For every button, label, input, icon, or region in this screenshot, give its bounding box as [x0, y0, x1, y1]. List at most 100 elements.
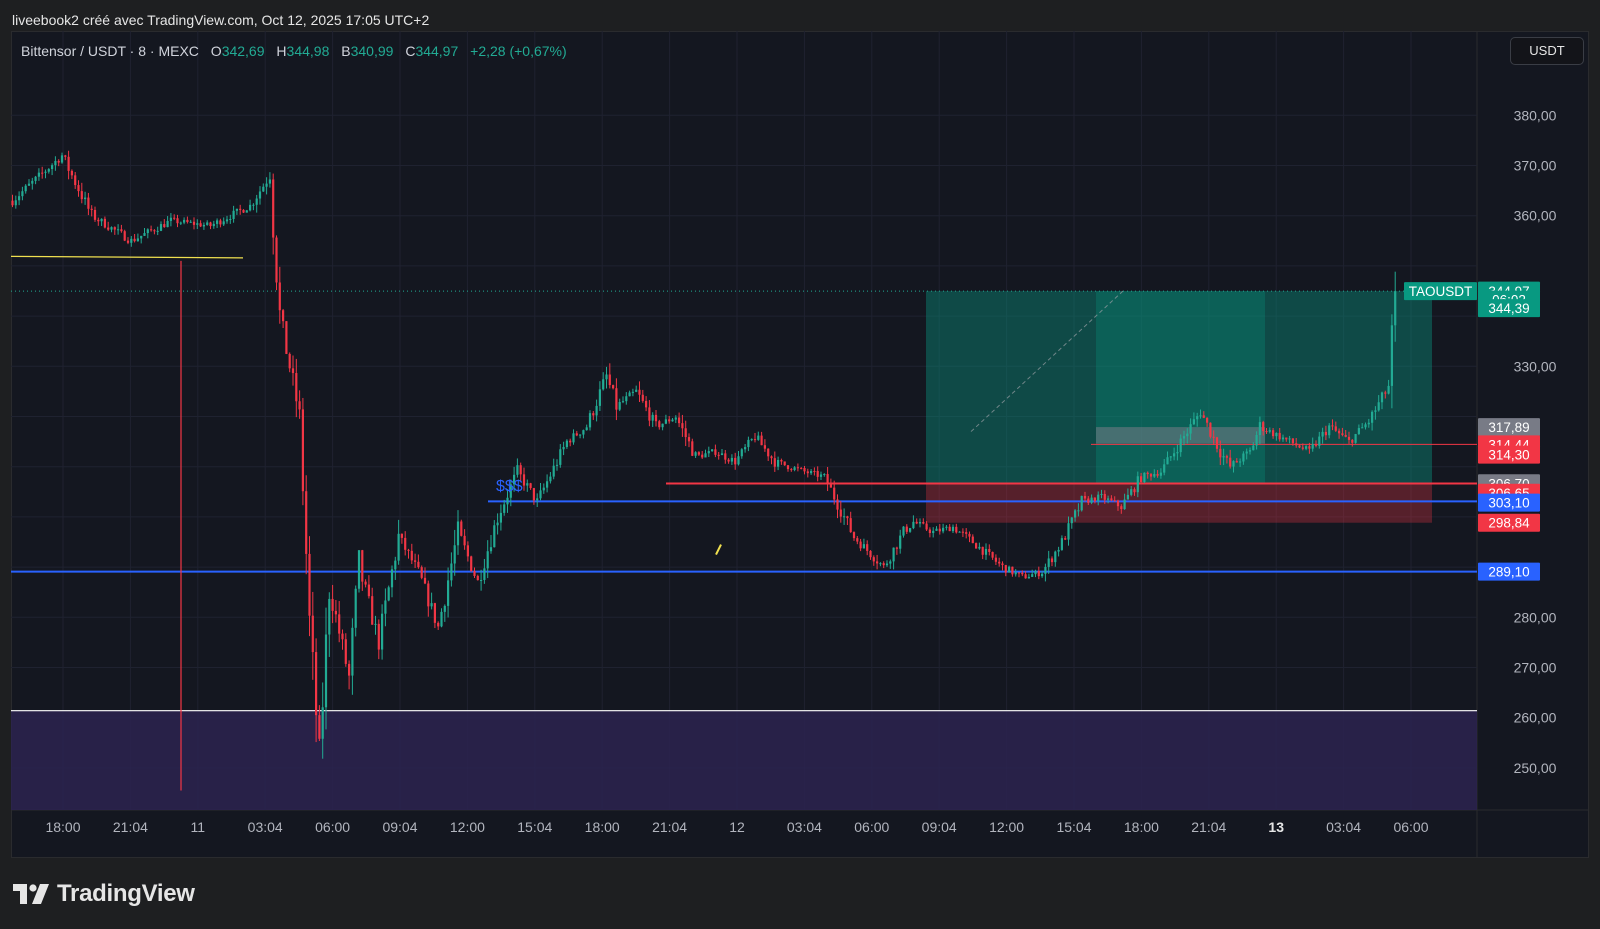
candle-down: [173, 217, 176, 219]
candle-up: [21, 191, 24, 197]
candle-down: [305, 491, 308, 554]
candle-down: [760, 435, 763, 446]
candle-up: [212, 223, 215, 227]
candle-down: [1331, 425, 1334, 427]
candle-up: [18, 196, 21, 201]
candle-up: [1074, 510, 1077, 518]
candle-down: [1235, 461, 1238, 463]
candle-up: [625, 396, 628, 402]
candle-up: [585, 427, 588, 431]
candle-up: [1380, 392, 1384, 403]
candle-down: [1050, 558, 1054, 563]
candle-up: [44, 171, 47, 173]
x-tick-label: 15:04: [1056, 819, 1091, 835]
candle-up: [1361, 427, 1364, 429]
candle-down: [701, 454, 704, 458]
level-line-yellow: [11, 255, 244, 259]
candle-up: [823, 474, 826, 476]
candle-up: [216, 220, 219, 224]
candle-up: [1159, 472, 1162, 476]
candle-up: [958, 531, 961, 533]
y-tick-label: 250,00: [1514, 760, 1557, 776]
candle-up: [605, 374, 608, 380]
yellow-marker: [715, 544, 722, 555]
candle-up: [249, 204, 252, 211]
candle-down: [67, 156, 70, 171]
candle-up: [100, 218, 103, 222]
change-value: +2,28 (+0,67%): [470, 43, 567, 59]
candle-up: [1248, 450, 1252, 452]
candle-down: [1295, 443, 1298, 446]
candle-up: [493, 525, 496, 548]
candle-down: [74, 175, 77, 186]
candle-down: [727, 459, 730, 462]
candle-down: [334, 610, 337, 615]
candle-up: [143, 233, 146, 236]
candle-up: [1275, 432, 1278, 437]
candle-down: [476, 575, 479, 581]
candle-up: [559, 449, 562, 465]
price-chart[interactable]: $$$ 380,00 370,00 360,00 330,00 280,00 270,00…: [11, 31, 1589, 858]
candle-up: [516, 465, 519, 475]
currency-button[interactable]: USDT: [1510, 37, 1584, 65]
candle-up: [1143, 472, 1146, 482]
candle-down: [615, 388, 618, 410]
candle-up: [1136, 476, 1139, 493]
candle-up: [489, 547, 493, 552]
candle-down: [569, 440, 572, 443]
close-label: C: [405, 43, 416, 59]
candle-up: [189, 221, 192, 223]
candle-up: [1186, 433, 1189, 437]
candle-down: [1017, 572, 1021, 574]
candle-down: [420, 567, 423, 578]
candle-down: [133, 238, 136, 242]
candle-down: [991, 551, 994, 558]
candle-down: [753, 439, 757, 441]
candle-down: [684, 428, 687, 438]
x-tick-label: 03:04: [787, 819, 822, 835]
candle-down: [93, 209, 97, 220]
candle-up: [1255, 434, 1258, 446]
candle-down: [1351, 439, 1354, 443]
brand[interactable]: TradingView: [13, 880, 195, 908]
candle-up: [1377, 402, 1380, 411]
candle-down: [780, 459, 783, 462]
candle-down: [282, 310, 285, 322]
candle-up: [183, 219, 186, 223]
candle-up: [631, 391, 634, 393]
candle-down: [691, 441, 694, 456]
candle-up: [628, 392, 631, 397]
candle-down: [97, 219, 100, 222]
candle-down: [981, 546, 984, 555]
candle-down: [687, 437, 691, 442]
candle-up: [810, 470, 813, 474]
candle-up: [1126, 494, 1129, 500]
candle-up: [483, 568, 486, 580]
candle-down: [806, 471, 809, 474]
candle-down: [176, 218, 179, 224]
candle-up: [942, 527, 945, 532]
candle-up: [1252, 445, 1255, 451]
candle-down: [295, 373, 298, 402]
candle-down: [113, 227, 116, 230]
candle-down: [803, 467, 806, 472]
x-tick-label: 09:04: [922, 819, 957, 835]
candle-up: [235, 208, 238, 211]
candle-up: [397, 533, 400, 561]
candle-up: [562, 446, 565, 450]
candle-down: [955, 526, 958, 533]
brand-name: TradingView: [57, 880, 195, 907]
candle-up: [1130, 489, 1133, 495]
candle-down: [417, 561, 420, 568]
candle-down: [717, 454, 720, 456]
candle-up: [1041, 573, 1044, 577]
candle-down: [219, 220, 222, 225]
symbol-title[interactable]: Bittensor / USDT · 8 · MEXC: [21, 43, 199, 59]
candle-up: [730, 457, 733, 462]
candle-down: [1212, 436, 1215, 438]
candle-down: [1140, 476, 1143, 482]
candle-down: [311, 615, 314, 653]
candle-down: [1146, 472, 1149, 475]
candle-up: [1090, 497, 1093, 503]
candle-down: [291, 368, 295, 374]
